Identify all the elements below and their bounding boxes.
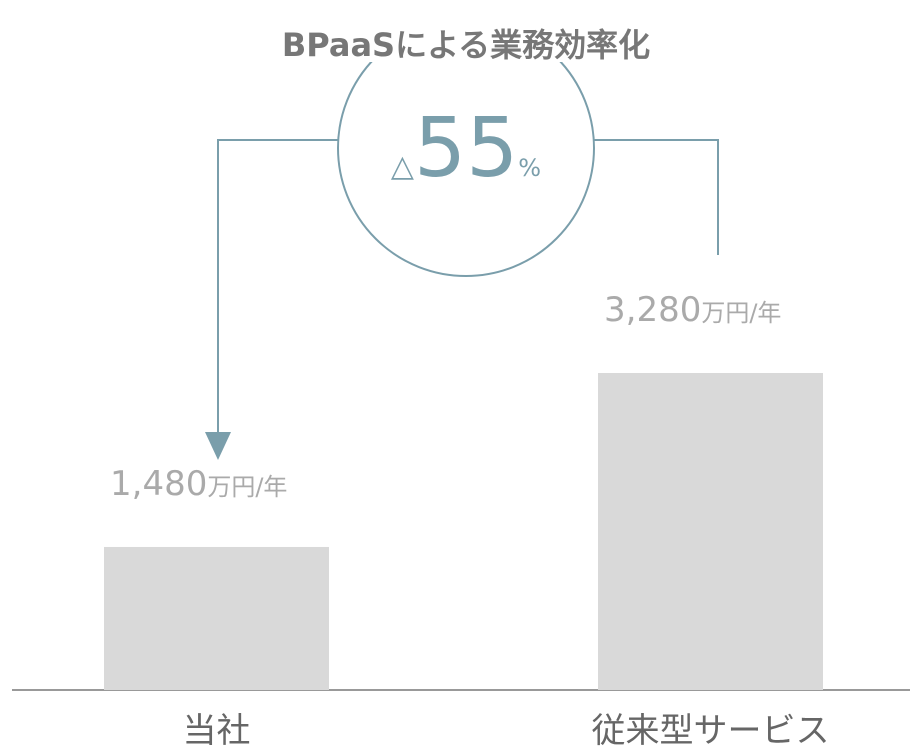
bracket-line <box>594 139 719 255</box>
title-background <box>240 18 700 62</box>
x-tick-label: 当社 <box>183 711 251 749</box>
annotation-value: 55 <box>414 101 518 196</box>
value-label: 1,480万円/年 <box>110 464 287 504</box>
bar <box>598 373 823 690</box>
x-tick-label: 従来型サービス <box>592 711 830 749</box>
value-unit: 万円/年 <box>207 473 287 501</box>
value-unit: 万円/年 <box>701 299 781 327</box>
arrow-line <box>217 139 338 434</box>
value-number: 1,480 <box>110 464 207 504</box>
annotation-suffix: % <box>518 154 541 182</box>
annotation-prefix: △ <box>391 149 414 184</box>
value-number: 3,280 <box>604 290 701 330</box>
reduction-annotation: △55% <box>391 101 541 196</box>
bar <box>104 546 329 690</box>
value-label: 3,280万円/年 <box>604 290 781 330</box>
chart-title: BPaaSによる業務効率化 <box>282 26 650 64</box>
arrow-head <box>205 432 231 460</box>
